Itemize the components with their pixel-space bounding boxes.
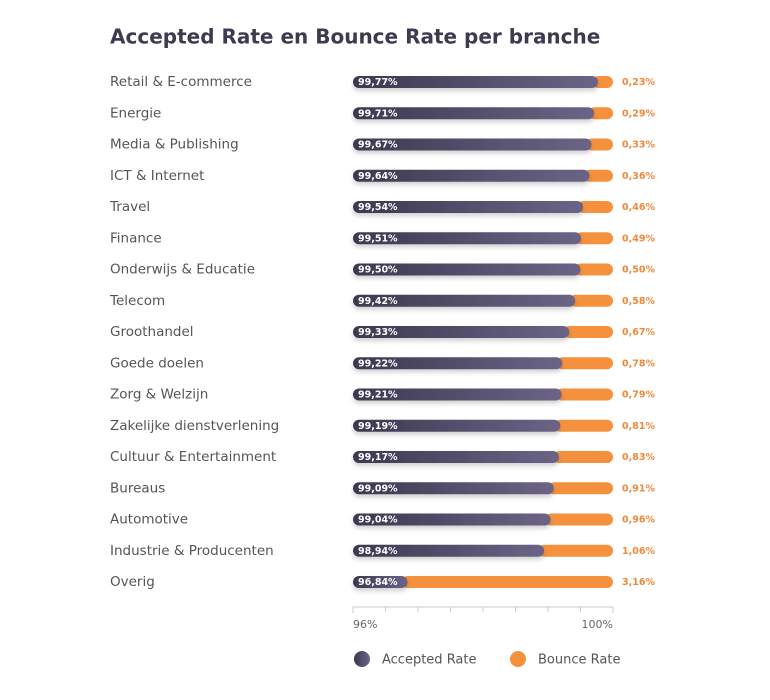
bar-segment [353,576,408,588]
value-label: 99,17% [358,452,398,463]
bar-segment [353,169,590,182]
value-label: 99,09% [358,483,398,494]
bar-segment [583,169,613,182]
value-label: 99,67% [358,140,398,151]
value-label: 98,94% [358,546,398,557]
value-label: 0,36% [622,171,655,182]
legend-swatch [510,651,526,667]
value-label: 0,79% [622,390,655,401]
category-label: Telecom [109,293,165,309]
value-label: 99,04% [358,515,398,526]
value-label: 1,06% [622,546,655,557]
bar-segment [353,263,581,276]
value-label: 0,91% [622,483,655,494]
bar-segment [353,388,562,401]
bar-segment [353,544,545,557]
value-label: 0,29% [622,108,655,119]
bar-segment [577,201,613,213]
value-label: 99,42% [358,296,398,307]
value-label: 99,33% [358,327,398,338]
value-label: 0,81% [622,421,655,432]
value-label: 0,58% [622,296,655,307]
category-label: Travel [109,199,150,215]
value-label: 99,21% [358,390,398,401]
bar-segment [538,544,613,557]
category-label: Finance [110,230,162,246]
value-label: 0,50% [622,265,655,276]
bar-segment [563,326,613,338]
legend-label: Bounce Rate [538,653,620,668]
category-label: Cultuur & Entertainment [110,449,276,465]
value-label: 0,49% [622,233,655,244]
value-label: 0,96% [622,515,655,526]
x-tick-label: 96% [353,618,377,631]
category-label: Goede doelen [110,355,204,371]
bar-segment [353,294,576,307]
bar-segment [588,107,613,120]
bar-segment [569,294,613,307]
value-label: 0,78% [622,358,655,369]
value-label: 99,77% [358,77,398,88]
value-label: 99,22% [358,358,398,369]
category-label: Automotive [110,512,188,528]
bar-segment [574,263,613,276]
category-label: Energie [110,105,161,121]
bar-segment [547,482,613,495]
category-label: Industrie & Producenten [110,543,274,559]
legend-label: Accepted Rate [382,653,477,668]
bar-segment [555,388,613,401]
value-label: 3,16% [622,577,655,588]
bar-segment [353,451,560,463]
value-label: 99,50% [358,265,398,276]
bar-segment [353,107,595,120]
value-label: 99,71% [358,108,398,119]
value-label: 96,84% [358,577,398,588]
value-label: 99,51% [358,233,398,244]
bar-segment [401,576,613,588]
value-label: 99,64% [358,171,398,182]
value-label: 0,33% [622,140,655,151]
legend-swatch [354,651,370,667]
category-label: Retail & E-commerce [110,74,252,90]
bar-segment [353,76,599,88]
value-label: 0,67% [622,327,655,338]
bar-segment [353,201,584,213]
value-label: 99,19% [358,421,398,432]
bar-segment [353,419,561,432]
category-label: Bureaus [110,480,165,496]
bar-segment [575,232,613,245]
bar-segment [585,138,613,151]
chart-title: Accepted Rate en Bounce Rate per branche [110,25,600,49]
bar-segment [556,357,613,370]
value-label: 99,54% [358,202,398,213]
bar-segment [353,232,582,245]
value-label: 0,46% [622,202,655,213]
bar-segment [544,513,613,526]
category-label: Onderwijs & Educatie [110,262,255,278]
value-label: 0,83% [622,452,655,463]
category-label: Zorg & Welzijn [110,387,208,403]
category-label: Groothandel [110,324,194,340]
bar-segment [353,326,570,338]
value-label: 0,23% [622,77,655,88]
bar-segment [353,482,554,495]
category-label: Zakelijke dienstverlening [110,418,279,434]
bar-segment [353,513,551,526]
bar-segment [592,76,613,88]
category-label: ICT & Internet [110,168,204,184]
bar-segment [553,451,613,463]
bar-segment [554,419,613,432]
category-label: Overig [110,574,155,590]
category-label: Media & Publishing [110,137,239,153]
x-tick-label: 100% [582,618,613,631]
bar-segment [353,357,563,370]
bar-segment [353,138,592,151]
